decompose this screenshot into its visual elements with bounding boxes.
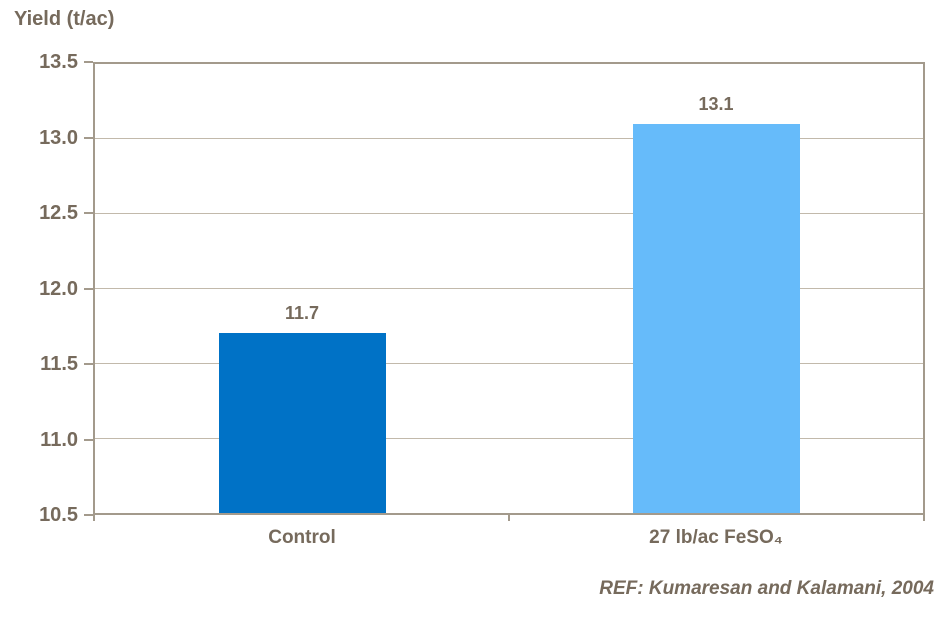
x-axis-category-label: 27 lb/ac FeSO₄ — [649, 527, 783, 548]
y-axis-tick-label: 11.5 — [40, 353, 78, 375]
gridline — [95, 362, 923, 364]
gridline — [95, 437, 923, 439]
chart-title: Yield (t/ac) — [14, 8, 115, 30]
gridline — [95, 138, 923, 140]
gridline — [95, 213, 923, 215]
x-axis-tick-mark — [508, 514, 510, 521]
bar-value-label: 11.7 — [284, 303, 320, 324]
y-axis-tick-mark — [84, 438, 93, 441]
y-axis-tick-mark — [84, 212, 93, 214]
y-axis-tick-mark — [84, 363, 93, 365]
y-axis-tick-label: 13.5 — [39, 51, 78, 73]
bar-value-label: 13.1 — [698, 93, 734, 114]
y-axis-tick-mark — [84, 287, 93, 290]
y-axis-tick-label: 10.5 — [39, 504, 78, 526]
gridline — [95, 288, 923, 289]
y-axis-tick-mark — [84, 136, 93, 139]
x-axis-tick-mark — [923, 514, 925, 521]
y-axis-tick-label: 11.0 — [40, 428, 78, 451]
y-axis-tick-mark — [84, 61, 93, 63]
y-axis-tick-label: 12.5 — [39, 202, 78, 224]
y-axis-tick-label: 13.0 — [39, 126, 78, 149]
control-bar — [218, 333, 386, 513]
feso4-bar — [632, 123, 800, 513]
x-axis-category-label: Control — [268, 527, 336, 548]
x-axis-tick-mark — [93, 514, 95, 521]
y-axis-tick-label: 12.0 — [39, 277, 78, 300]
y-axis-tick-mark — [84, 514, 93, 516]
plot-area: 11.7 13.1 — [93, 62, 925, 515]
reference-citation: REF: Kumaresan and Kalamani, 2004 — [599, 578, 934, 599]
